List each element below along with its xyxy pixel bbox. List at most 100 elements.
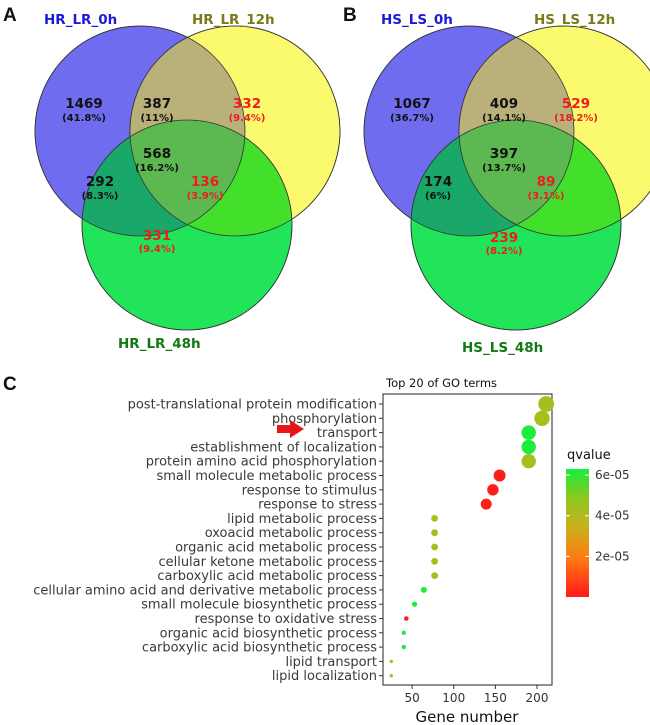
term-labels: post-translational protein modificationp… — [33, 398, 377, 685]
term-label-phosphorylation: phosphorylation — [272, 412, 377, 427]
point-organic-acid-metabolic-process — [431, 543, 438, 551]
venn-a-circles — [34, 25, 341, 331]
plot-title: Top 20 of GO terms — [385, 376, 497, 390]
venn-b-all-count: 397 — [490, 146, 518, 162]
arrow-icon — [277, 420, 304, 438]
x-tick-label: 150 — [484, 691, 507, 705]
venn-b-only48-pct: (8.2%) — [486, 246, 523, 257]
term-label-carboxylic-acid-metabolic-process: carboxylic acid metabolic process — [157, 569, 377, 584]
term-label-organic-acid-biosynthetic-process: organic acid biosynthetic process — [160, 626, 378, 641]
term-label-transport: transport — [317, 426, 377, 441]
point-post-translational-protein-modification — [538, 396, 555, 412]
venn-a-0and48-pct: (8.3%) — [82, 191, 119, 202]
venn-a-only0-count: 1469 — [65, 96, 103, 112]
term-label-organic-acid-metabolic-process: organic acid metabolic process — [175, 541, 377, 556]
point-transport — [521, 425, 536, 440]
venn-panel-a: A HR_LR_0h HR_LR_12h HR_LR_48h 1469 (41.… — [3, 5, 341, 352]
plot-frame — [382, 393, 553, 686]
venn-a-only0-pct: (41.8%) — [62, 113, 106, 124]
point-lipid-transport — [389, 659, 393, 664]
venn-b-0and48-pct: (6%) — [425, 191, 451, 202]
term-label-response-to-oxidative-stress: response to oxidative stress — [195, 612, 378, 627]
point-phosphorylation — [534, 410, 550, 426]
legend-tick-label: 2e-05 — [595, 549, 630, 563]
legend-colorbar — [566, 469, 589, 597]
point-organic-acid-biosynthetic-process — [401, 630, 406, 635]
venn-b-title-0h: HS_LS_0h — [381, 12, 453, 28]
venn-a-only12-pct: (9.4%) — [229, 113, 266, 124]
venn-b-title-12h: HS_LS_12h — [534, 12, 615, 28]
term-label-post-translational-protein-modification: post-translational protein modification — [128, 398, 377, 413]
venn-a-12and48-count: 136 — [191, 174, 219, 190]
panel-c-letter: C — [3, 374, 17, 395]
point-carboxylic-acid-metabolic-process — [431, 572, 438, 579]
x-axis-title: Gene number — [416, 708, 520, 725]
venn-a-only48-pct: (9.4%) — [139, 244, 176, 255]
point-establishment-of-localization — [521, 439, 536, 455]
term-label-lipid-localization: lipid localization — [272, 669, 377, 684]
venn-b-0and12-pct: (14.1%) — [482, 113, 526, 124]
term-label-protein-amino-acid-phosphorylation: protein amino acid phosphorylation — [146, 455, 377, 470]
point-cellular-ketone-metabolic-process — [431, 557, 438, 565]
term-label-oxoacid-metabolic-process: oxoacid metabolic process — [205, 526, 378, 541]
point-response-to-oxidative-stress — [404, 616, 409, 621]
venn-a-all-pct: (16.2%) — [135, 163, 179, 174]
term-label-response-to-stimulus: response to stimulus — [242, 483, 378, 498]
legend-ticks: 2e-05 4e-05 6e-05 — [566, 468, 630, 563]
x-tick-label: 100 — [442, 691, 465, 705]
venn-b-only12-count: 529 — [562, 96, 590, 112]
venn-a-title-12h: HR_LR_12h — [192, 12, 275, 28]
term-label-lipid-transport: lipid transport — [285, 655, 377, 670]
point-response-to-stimulus — [487, 484, 499, 496]
y-tick-marks — [379, 403, 383, 677]
point-lipid-localization — [389, 674, 393, 678]
term-label-small-molecule-biosynthetic-process: small molecule biosynthetic process — [141, 598, 377, 613]
venn-b-12and48-pct: (3.1%) — [528, 191, 565, 202]
x-axis: 50 100 150 200 — [404, 685, 548, 705]
data-points — [389, 396, 555, 678]
point-response-to-stress — [480, 498, 492, 510]
go-dotplot-panel: C Top 20 of GO terms post-translational … — [3, 374, 630, 725]
venn-b-only0-count: 1067 — [393, 96, 431, 112]
panel-a-letter: A — [3, 5, 17, 26]
venn-a-only12-count: 332 — [233, 96, 261, 112]
legend-tick-label: 4e-05 — [595, 509, 630, 523]
venn-a-title-48h: HR_LR_48h — [118, 336, 201, 352]
term-label-response-to-stress: response to stress — [258, 498, 377, 513]
venn-b-only48-count: 239 — [490, 230, 518, 246]
term-label-cellular-ketone-metabolic-process: cellular ketone metabolic process — [158, 555, 377, 570]
point-carboxylic-acid-biosynthetic-process — [401, 644, 406, 650]
point-small-molecule-biosynthetic-process — [412, 601, 418, 607]
legend-tick-label: 6e-05 — [595, 468, 630, 482]
venn-b-only12-pct: (18.2%) — [554, 113, 598, 124]
term-label-small-molecule-metabolic-process: small molecule metabolic process — [156, 469, 377, 484]
venn-b-all-pct: (13.7%) — [482, 163, 526, 174]
term-label-establishment-of-localization: establishment of localization — [190, 440, 377, 455]
venn-a-title-0h: HR_LR_0h — [44, 12, 117, 28]
x-tick-label: 50 — [404, 691, 419, 705]
venn-a-0and48-count: 292 — [86, 174, 114, 190]
venn-a-0and12-pct: (11%) — [140, 113, 173, 124]
venn-a-12and48-pct: (3.9%) — [187, 191, 224, 202]
qvalue-legend: qvalue 2e-05 4e-05 6e-05 — [566, 448, 630, 597]
venn-a-only48-count: 331 — [143, 228, 171, 244]
x-tick-label: 200 — [526, 691, 549, 705]
venn-b-title-48h: HS_LS_48h — [462, 340, 543, 356]
point-lipid-metabolic-process — [431, 515, 438, 522]
point-cellular-amino-acid-and-derivative-metabolic-process — [420, 586, 427, 593]
venn-a-0and12-count: 387 — [143, 96, 171, 112]
venn-b-circles — [363, 25, 650, 331]
venn-b-0and48-count: 174 — [424, 174, 452, 190]
point-small-molecule-metabolic-process — [493, 469, 506, 482]
venn-b-0and12-count: 409 — [490, 96, 518, 112]
term-label-carboxylic-acid-biosynthetic-process: carboxylic acid biosynthetic process — [142, 641, 377, 656]
legend-title: qvalue — [567, 448, 611, 463]
point-oxoacid-metabolic-process — [431, 529, 438, 537]
venn-b-12and48-count: 89 — [537, 174, 556, 190]
point-protein-amino-acid-phosphorylation — [521, 454, 536, 469]
venn-a-all-count: 568 — [143, 146, 171, 162]
term-label-lipid-metabolic-process: lipid metabolic process — [227, 512, 377, 527]
venn-panel-b: B HS_LS_0h HS_LS_12h HS_LS_48h 1067 (36.… — [343, 5, 650, 356]
term-label-cellular-amino-acid-and-derivative-metabolic-process: cellular amino acid and derivative metab… — [33, 583, 377, 598]
